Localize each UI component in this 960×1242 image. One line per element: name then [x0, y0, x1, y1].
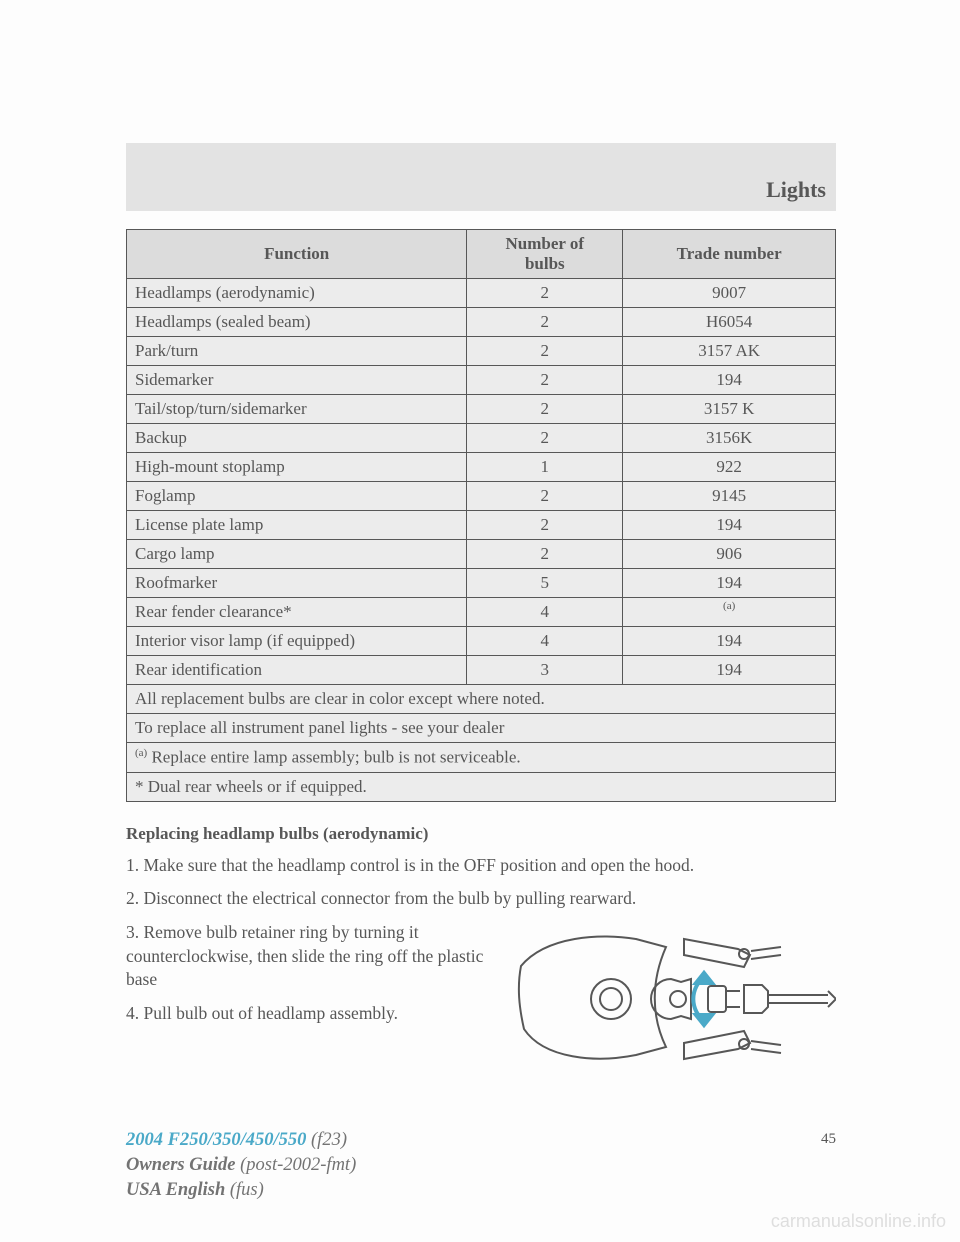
- cell-trade: 9007: [623, 279, 836, 308]
- table-row: Headlamps (aerodynamic)29007: [127, 279, 836, 308]
- cell-bulbs: 3: [467, 656, 623, 685]
- cell-function: High-mount stoplamp: [127, 453, 467, 482]
- cell-bulbs: 2: [467, 395, 623, 424]
- cell-bulbs: 2: [467, 279, 623, 308]
- cell-trade: 194: [623, 569, 836, 598]
- step-1: 1. Make sure that the headlamp control i…: [126, 854, 836, 878]
- table-row: Roofmarker5194: [127, 569, 836, 598]
- footer-guide-code: (post-2002-fmt): [240, 1155, 356, 1175]
- cell-trade: H6054: [623, 308, 836, 337]
- table-note: All replacement bulbs are clear in color…: [127, 685, 836, 714]
- table-row: Headlamps (sealed beam)2H6054: [127, 308, 836, 337]
- table-row: Park/turn23157 AK: [127, 337, 836, 366]
- table-note: To replace all instrument panel lights -…: [127, 714, 836, 743]
- footer: 2004 F250/350/450/550 (f23) Owners Guide…: [126, 1128, 356, 1203]
- cell-function: Interior visor lamp (if equipped): [127, 627, 467, 656]
- table-row: High-mount stoplamp1922: [127, 453, 836, 482]
- cell-bulbs: 2: [467, 366, 623, 395]
- cell-trade: 3156K: [623, 424, 836, 453]
- footer-guide: Owners Guide: [126, 1155, 235, 1175]
- cell-function: Sidemarker: [127, 366, 467, 395]
- table-row: Cargo lamp2906: [127, 540, 836, 569]
- headlamp-illustration: [516, 921, 836, 1071]
- cell-bulbs: 2: [467, 482, 623, 511]
- cell-function: Foglamp: [127, 482, 467, 511]
- cell-trade: 906: [623, 540, 836, 569]
- footer-lang-code: (fus): [230, 1180, 264, 1200]
- cell-trade: 3157 K: [623, 395, 836, 424]
- table-note-row: To replace all instrument panel lights -…: [127, 714, 836, 743]
- table-row: Foglamp29145: [127, 482, 836, 511]
- footer-model-code: (f23): [311, 1130, 347, 1150]
- cell-bulbs: 4: [467, 598, 623, 627]
- cell-bulbs: 1: [467, 453, 623, 482]
- cell-function: Tail/stop/turn/sidemarker: [127, 395, 467, 424]
- cell-bulbs: 2: [467, 337, 623, 366]
- col-function: Function: [127, 230, 467, 279]
- header-band: Lights: [126, 143, 836, 211]
- step-3: 3. Remove bulb retainer ring by turning …: [126, 921, 502, 992]
- cell-trade: 922: [623, 453, 836, 482]
- page-content: Lights Function Number of bulbs Trade nu…: [126, 143, 836, 1148]
- footer-model: 2004 F250/350/450/550: [126, 1130, 306, 1150]
- cell-function: Backup: [127, 424, 467, 453]
- cell-trade: 194: [623, 511, 836, 540]
- table-row: Interior visor lamp (if equipped)4194: [127, 627, 836, 656]
- table-note-row: (a) Replace entire lamp assembly; bulb i…: [127, 743, 836, 773]
- table-note-row: All replacement bulbs are clear in color…: [127, 685, 836, 714]
- table-row: Tail/stop/turn/sidemarker23157 K: [127, 395, 836, 424]
- cell-trade: (a): [623, 598, 836, 627]
- cell-function: Cargo lamp: [127, 540, 467, 569]
- cell-trade: 194: [623, 627, 836, 656]
- section-title: Lights: [766, 177, 826, 203]
- cell-trade: 9145: [623, 482, 836, 511]
- cell-trade: 194: [623, 656, 836, 685]
- table-row: Rear identification3194: [127, 656, 836, 685]
- cell-bulbs: 2: [467, 308, 623, 337]
- cell-function: License plate lamp: [127, 511, 467, 540]
- step-2: 2. Disconnect the electrical connector f…: [126, 887, 836, 911]
- table-note: * Dual rear wheels or if equipped.: [127, 772, 836, 801]
- footer-lang: USA English: [126, 1180, 225, 1200]
- section-heading: Replacing headlamp bulbs (aerodynamic): [126, 824, 836, 844]
- cell-function: Roofmarker: [127, 569, 467, 598]
- table-row: Rear fender clearance*4(a): [127, 598, 836, 627]
- cell-function: Rear fender clearance*: [127, 598, 467, 627]
- watermark: carmanualsonline.info: [771, 1211, 946, 1232]
- table-row: License plate lamp2194: [127, 511, 836, 540]
- col-trade: Trade number: [623, 230, 836, 279]
- cell-function: Headlamps (sealed beam): [127, 308, 467, 337]
- cell-bulbs: 2: [467, 540, 623, 569]
- cell-trade: 194: [623, 366, 836, 395]
- cell-function: Rear identification: [127, 656, 467, 685]
- cell-bulbs: 5: [467, 569, 623, 598]
- bulb-table: Function Number of bulbs Trade number He…: [126, 229, 836, 802]
- cell-bulbs: 2: [467, 511, 623, 540]
- step-4: 4. Pull bulb out of headlamp assembly.: [126, 1002, 502, 1026]
- table-row: Sidemarker2194: [127, 366, 836, 395]
- table-note-row: * Dual rear wheels or if equipped.: [127, 772, 836, 801]
- cell-function: Park/turn: [127, 337, 467, 366]
- cell-trade: 3157 AK: [623, 337, 836, 366]
- table-note: (a) Replace entire lamp assembly; bulb i…: [127, 743, 836, 773]
- cell-bulbs: 4: [467, 627, 623, 656]
- cell-function: Headlamps (aerodynamic): [127, 279, 467, 308]
- col-number: Number of bulbs: [467, 230, 623, 279]
- table-row: Backup23156K: [127, 424, 836, 453]
- cell-bulbs: 2: [467, 424, 623, 453]
